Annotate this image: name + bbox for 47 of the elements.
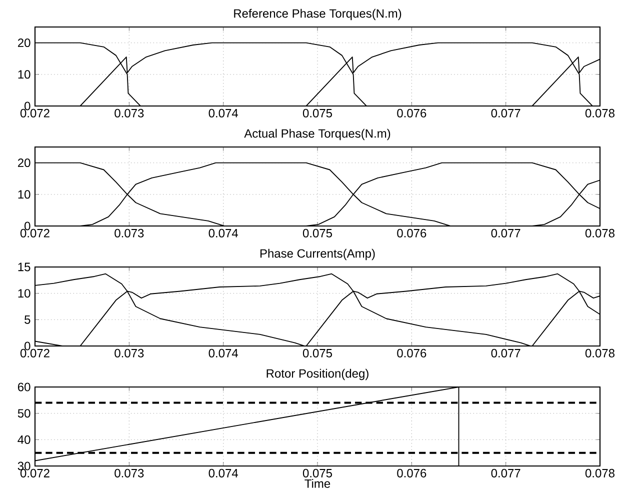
x-tick-label: 0.072	[20, 468, 50, 478]
x-tick-label: 0.072	[20, 348, 50, 358]
x-tick-label: 0.075	[302, 108, 332, 118]
y-tick-label: 15	[18, 262, 30, 272]
x-tick-label: 0.072	[20, 108, 50, 118]
x-tick-label: 0.073	[114, 108, 144, 118]
chart-title: Rotor Position(deg)	[266, 368, 368, 380]
x-tick-label: 0.076	[397, 228, 426, 238]
x-tick-label: 0.077	[491, 348, 520, 358]
x-tick-label: 0.074	[208, 468, 238, 478]
chart-title: Reference Phase Torques(N.m)	[234, 8, 402, 20]
x-tick-label: 0.078	[585, 348, 614, 358]
y-tick-label: 20	[18, 158, 30, 168]
y-tick-label: 30	[18, 462, 30, 470]
y-tick-label: 40	[18, 435, 30, 444]
y-tick-label: 50	[18, 409, 30, 418]
x-tick-label: 0.073	[114, 348, 144, 358]
x-tick-label: 0.078	[585, 108, 614, 118]
x-tick-label: 0.075	[302, 348, 332, 358]
x-tick-label: 0.072	[20, 228, 50, 238]
x-tick-label: 0.078	[585, 468, 614, 478]
x-tick-label: 0.073	[114, 228, 144, 238]
x-tick-label: 0.075	[302, 468, 332, 478]
x-tick-label: 0.075	[302, 228, 332, 238]
y-tick-label: 10	[18, 289, 30, 298]
y-tick-label: 5	[24, 315, 30, 324]
x-tick-label: 0.074	[208, 108, 238, 118]
y-tick-label: 0	[24, 222, 30, 230]
y-tick-label: 10	[18, 190, 30, 199]
x-tick-label: 0.076	[397, 468, 426, 478]
y-tick-label: 60	[18, 382, 30, 392]
x-tick-label: 0.077	[491, 468, 520, 478]
y-tick-label: 20	[18, 38, 30, 48]
x-tick-label: 0.076	[397, 348, 426, 358]
x-tick-label: 0.074	[208, 348, 238, 358]
x-tick-label: 0.077	[491, 108, 520, 118]
x-axis-title: Time	[304, 479, 330, 488]
y-tick-label: 0	[24, 342, 30, 350]
y-tick-label: 10	[18, 70, 30, 79]
y-tick-label: 0	[24, 102, 30, 110]
x-tick-label: 0.078	[585, 228, 614, 238]
x-tick-label: 0.077	[491, 228, 520, 238]
x-tick-label: 0.073	[114, 468, 144, 478]
x-tick-label: 0.076	[397, 108, 426, 118]
chart-title: Phase Currents(Amp)	[260, 248, 375, 260]
x-tick-label: 0.074	[208, 228, 238, 238]
chart-title: Actual Phase Torques(N.m)	[244, 128, 390, 140]
